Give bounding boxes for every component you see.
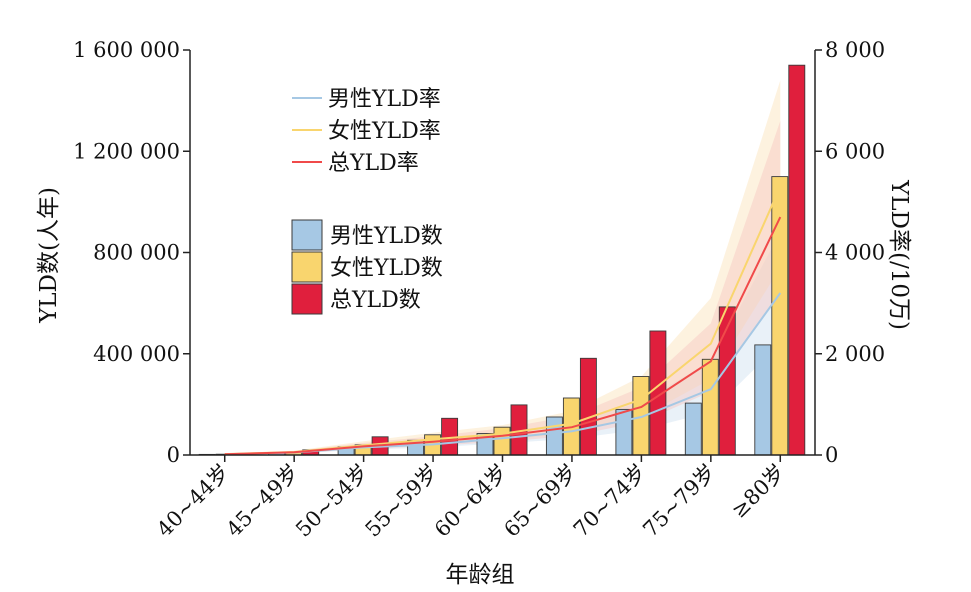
bar-series-1-cat-6 xyxy=(545,416,563,456)
left-tick-label-4: 1 600 000 xyxy=(73,38,180,62)
legend-line-label-3: 总YLD率 xyxy=(328,151,419,176)
x-tick-label-1: 40~44岁 xyxy=(152,460,234,542)
x-tick-label-6: 65~69岁 xyxy=(499,460,581,542)
right-tick-label-2: 4 000 xyxy=(825,241,885,265)
right-tick-label-3: 6 000 xyxy=(825,139,885,163)
x-tick-label-8: 75~79岁 xyxy=(638,460,720,542)
bar-series-2-cat-5 xyxy=(493,426,511,456)
bar-series-1-cat-9 xyxy=(754,344,772,456)
bars-layer xyxy=(198,64,806,456)
x-tick-label-3: 50~54岁 xyxy=(291,460,373,542)
x-tick-label-2: 45~49岁 xyxy=(222,460,304,542)
x-tick-label-4: 55~59岁 xyxy=(361,460,443,542)
y-axis-title-left: YLD数(人年) xyxy=(36,187,62,324)
bar-series-3-cat-6 xyxy=(579,357,597,456)
x-tick-label-5: 60~64岁 xyxy=(430,460,512,542)
right-tick-label-1: 2 000 xyxy=(825,342,885,366)
legend-line-label-2: 女性YLD率 xyxy=(328,119,441,144)
x-tick-label-9: ≥80岁 xyxy=(727,460,790,523)
left-tick-label-2: 800 000 xyxy=(93,241,180,265)
legend-bar-label-1: 男性YLD数 xyxy=(330,224,443,249)
legend-bar-swatch-3 xyxy=(291,283,323,315)
left-tick-label-1: 400 000 xyxy=(93,342,180,366)
x-tick-label-7: 70~74岁 xyxy=(569,460,651,542)
legend-line-label-1: 男性YLD率 xyxy=(328,87,441,112)
right-tick-label-0: 0 xyxy=(825,443,838,467)
legend-bar-swatch-2 xyxy=(291,251,323,283)
rate-lines-layer xyxy=(224,186,782,456)
legend-bar-swatch-1 xyxy=(291,219,323,251)
legend-bar-label-3: 总YLD数 xyxy=(330,288,421,313)
bar-series-3-cat-9 xyxy=(788,64,806,456)
bar-series-1-cat-8 xyxy=(684,402,702,456)
left-tick-label-0: 0 xyxy=(167,443,180,467)
legend-bar-label-2: 女性YLD数 xyxy=(330,256,443,281)
x-axis-title: 年龄组 xyxy=(446,562,515,588)
bar-series-2-cat-8 xyxy=(701,358,719,456)
right-tick-label-4: 8 000 xyxy=(825,38,885,62)
rate-line-series-3 xyxy=(224,216,782,456)
bar-series-1-cat-7 xyxy=(615,408,633,456)
y-axis-title-right: YLD率(/10万) xyxy=(886,179,912,330)
axis-titles: 年龄组 YLD数(人年) YLD率(/10万) xyxy=(36,179,912,588)
left-tick-label-3: 1 200 000 xyxy=(73,139,180,163)
